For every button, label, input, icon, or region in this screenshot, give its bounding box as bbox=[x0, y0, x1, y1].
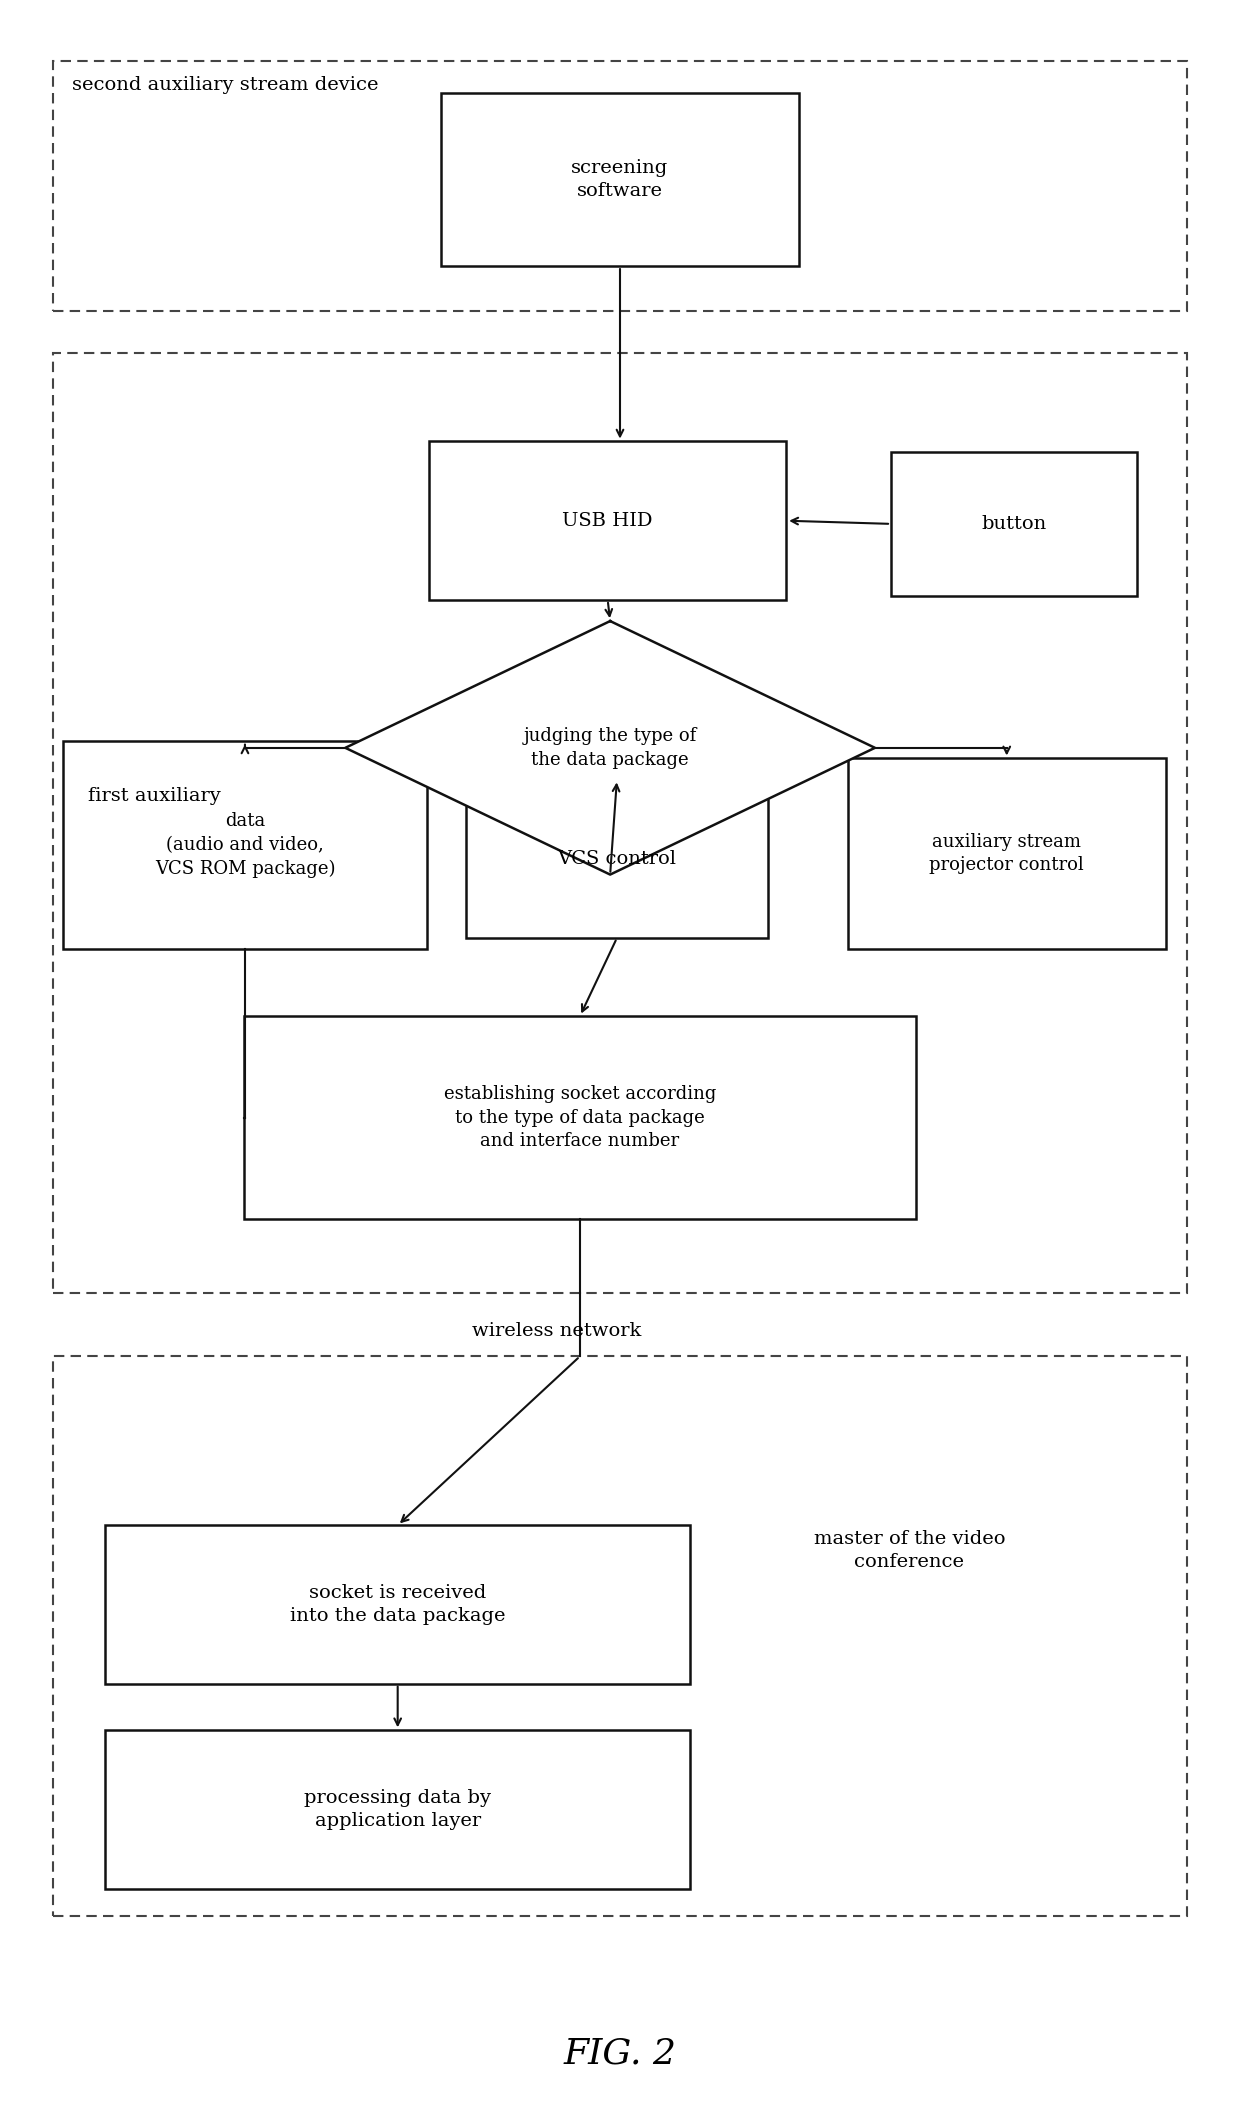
Text: judging the type of
the data package: judging the type of the data package bbox=[523, 728, 697, 768]
Bar bbox=[53, 62, 1187, 310]
Text: button: button bbox=[982, 515, 1047, 532]
Text: establishing socket according
to the type of data package
and interface number: establishing socket according to the typ… bbox=[444, 1086, 717, 1150]
Bar bbox=[244, 1016, 915, 1220]
Text: second auxiliary stream device: second auxiliary stream device bbox=[72, 76, 378, 93]
Text: USB HID: USB HID bbox=[563, 511, 653, 530]
Bar bbox=[892, 452, 1137, 596]
Text: processing data by
application layer: processing data by application layer bbox=[304, 1788, 491, 1830]
Bar bbox=[429, 441, 786, 600]
Text: auxiliary stream
projector control: auxiliary stream projector control bbox=[929, 834, 1084, 874]
Bar bbox=[53, 1355, 1187, 1915]
Text: master of the video
conference: master of the video conference bbox=[813, 1529, 1006, 1572]
Bar bbox=[105, 1731, 691, 1888]
Text: FIG. 2: FIG. 2 bbox=[563, 2036, 677, 2070]
Bar bbox=[848, 759, 1166, 948]
Bar bbox=[53, 352, 1187, 1294]
Text: wireless network: wireless network bbox=[472, 1321, 641, 1340]
Text: screening
software: screening software bbox=[572, 159, 668, 199]
Bar bbox=[63, 742, 427, 948]
Bar bbox=[441, 93, 799, 265]
Text: VCS control: VCS control bbox=[558, 851, 677, 867]
Bar bbox=[105, 1525, 691, 1684]
Text: first auxiliary: first auxiliary bbox=[88, 787, 221, 806]
Bar bbox=[466, 781, 768, 937]
Text: data
(audio and video,
VCS ROM package): data (audio and video, VCS ROM package) bbox=[155, 812, 335, 878]
Polygon shape bbox=[345, 621, 875, 874]
Text: socket is received
into the data package: socket is received into the data package bbox=[290, 1584, 506, 1625]
